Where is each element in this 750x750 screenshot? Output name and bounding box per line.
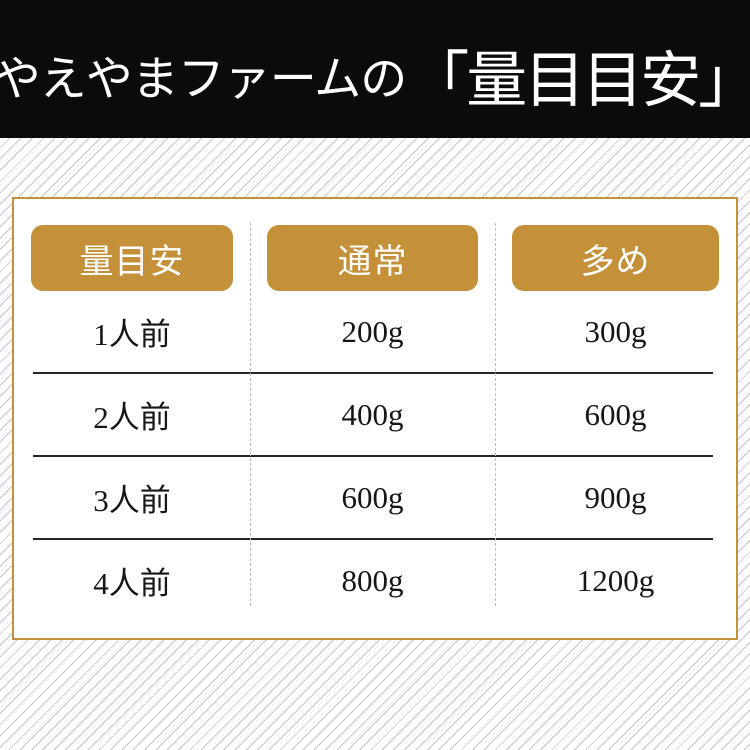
servings-cell: 3人前 <box>93 483 171 518</box>
table-row: 4人前 800g 1200g <box>14 540 736 621</box>
normal-amount-cell: 200g <box>341 313 404 349</box>
normal-amount-cell: 800g <box>341 562 404 598</box>
header-cell-normal: 通常 <box>250 225 495 291</box>
table-row: 1人前 200g 300g <box>14 291 736 372</box>
header-cell-large: 多め <box>495 225 736 291</box>
table-row: 3人前 600g 900g <box>14 457 736 538</box>
servings-cell: 2人前 <box>93 400 171 435</box>
column-divider-1 <box>250 223 251 606</box>
header-banner: やえやまファームの 「量目目安」 <box>0 0 750 138</box>
large-amount-cell: 300g <box>584 313 647 349</box>
table-header-row: 量目安 通常 多め <box>14 225 736 291</box>
column-header-guide-pill: 量目安 <box>31 225 233 291</box>
row-divider <box>33 538 713 540</box>
servings-cell: 4人前 <box>93 566 171 601</box>
header-cell-guide: 量目安 <box>14 225 250 291</box>
row-divider <box>33 372 713 374</box>
page-title-prefix: やえやまファームの <box>0 53 407 106</box>
row-divider <box>33 455 713 457</box>
large-amount-cell: 1200g <box>576 562 655 598</box>
serving-size-card: 量目安 通常 多め 1人前 200g 300g 2人前 400g 600g 3人… <box>12 197 738 640</box>
column-header-large-pill: 多め <box>512 225 719 291</box>
servings-cell: 1人前 <box>93 317 171 352</box>
large-amount-cell: 900g <box>584 479 647 515</box>
normal-amount-cell: 400g <box>341 396 404 432</box>
column-divider-2 <box>495 223 496 606</box>
column-header-normal-pill: 通常 <box>267 225 478 291</box>
normal-amount-cell: 600g <box>341 479 404 515</box>
page-title-bracketed: 「量目目安」 <box>408 47 750 115</box>
table-row: 2人前 400g 600g <box>14 374 736 455</box>
large-amount-cell: 600g <box>584 396 647 432</box>
